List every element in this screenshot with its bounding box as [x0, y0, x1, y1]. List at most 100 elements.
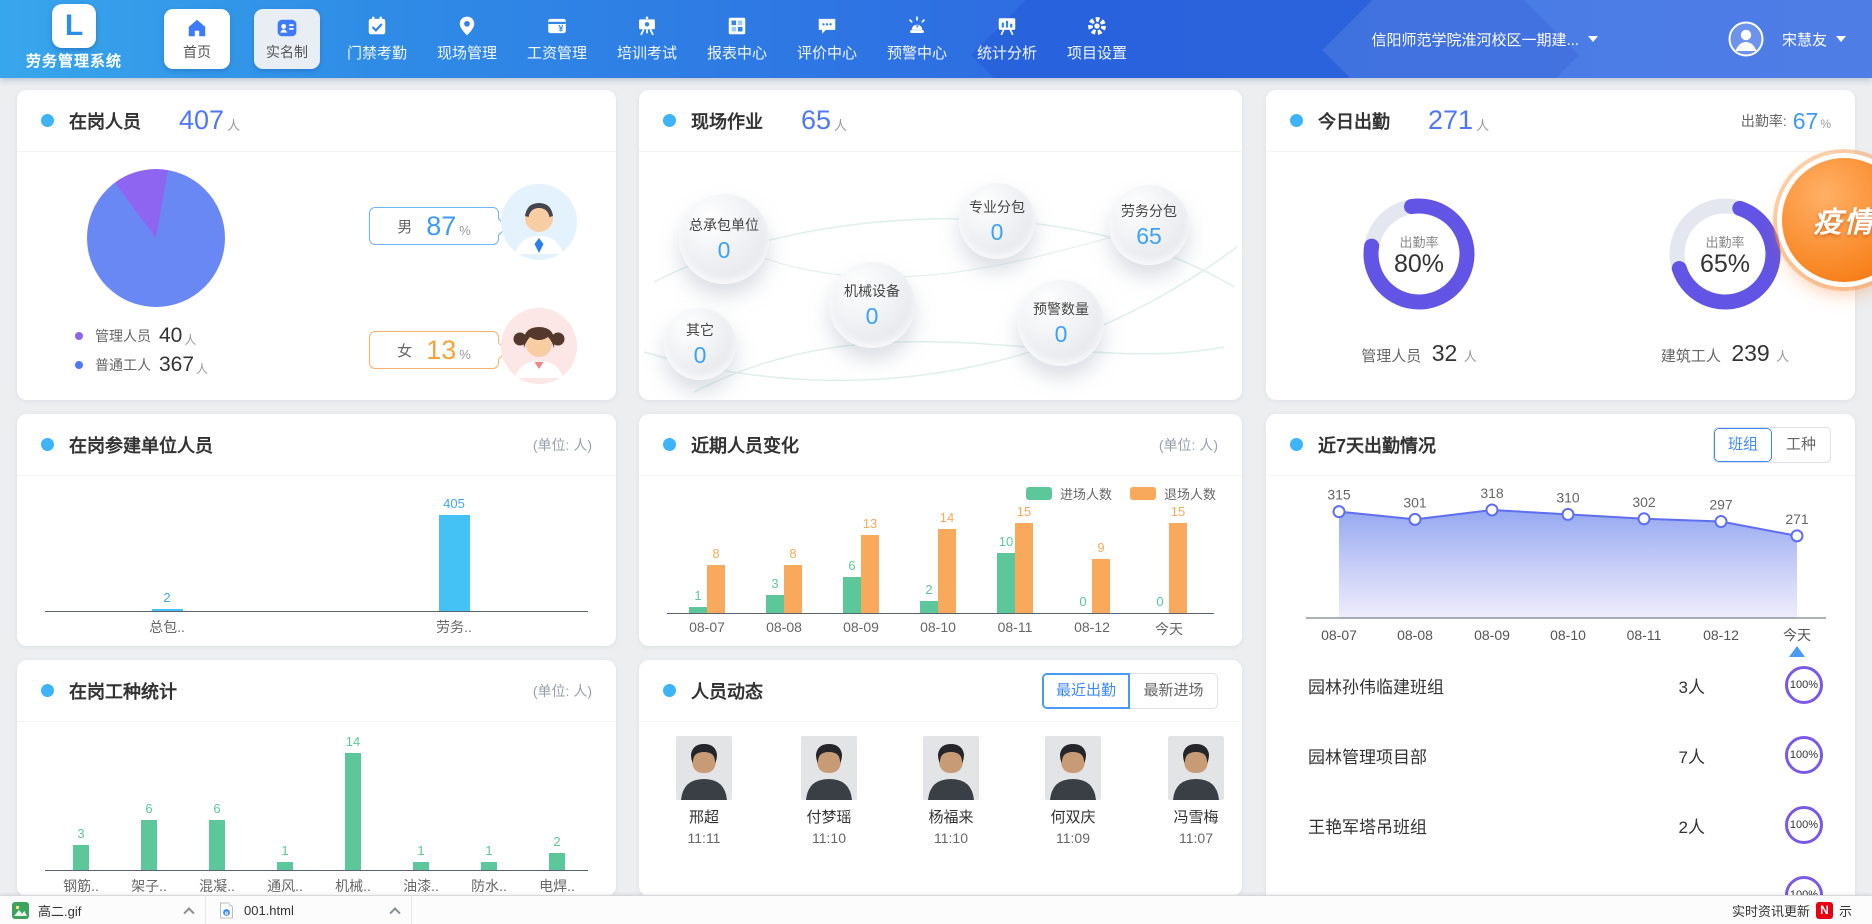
bubble-machinery[interactable]: 机械设备 0: [829, 262, 915, 348]
bar-架子..: [141, 820, 157, 870]
stats-board-icon: [996, 15, 1018, 37]
nav-item-report-center[interactable]: 报表中心: [692, 15, 782, 63]
person-name: 冯雪梅: [1173, 809, 1219, 826]
bar-value: 9: [1097, 540, 1105, 555]
bar-value: 2: [553, 834, 561, 849]
project-selector[interactable]: 信阳师范学院淮河校区一期建...: [1371, 29, 1598, 50]
person-card[interactable]: 邢超 11:11: [649, 736, 759, 846]
user-avatar-icon[interactable]: [1728, 21, 1764, 57]
tab-team[interactable]: 班组: [1714, 428, 1772, 462]
bubble-labor-subcontract[interactable]: 劳务分包 65: [1109, 185, 1189, 265]
card-title: 在岗工种统计: [69, 681, 177, 702]
x-tick-label: 08-12: [1074, 619, 1110, 635]
legend-swatch-exit: [1129, 487, 1156, 500]
person-card[interactable]: 冯雪梅 11:07: [1141, 736, 1242, 846]
x-tick-label: 钢筋..: [63, 878, 99, 894]
header-dot-icon: [1290, 114, 1303, 127]
today-total: 271: [1428, 105, 1474, 135]
nav-item-training-exam[interactable]: 培训考试: [602, 15, 692, 63]
team-attendance-row[interactable]: 园林孙伟临建班组 3人 100%: [1266, 650, 1855, 720]
person-photo: [923, 736, 979, 800]
bubble-other[interactable]: 其它 0: [664, 308, 736, 380]
nav-item-statistics[interactable]: 统计分析: [962, 15, 1052, 63]
epidemic-float-button[interactable]: 疫情: [1782, 158, 1872, 282]
bar-value: 6: [145, 801, 153, 816]
person-name: 杨福来: [928, 809, 974, 826]
nav-item-payroll[interactable]: ¥ 工资管理: [512, 15, 602, 63]
legend-managers: 管理人员 40 人: [75, 324, 196, 348]
bubble-general-contractor[interactable]: 总承包单位 0: [679, 194, 769, 284]
bubble-warning-count[interactable]: 预警数量 0: [1018, 280, 1104, 366]
nav-item-site-management[interactable]: 现场管理: [422, 15, 512, 63]
nav-item-project-settings[interactable]: 项目设置: [1052, 15, 1142, 63]
person-photo: [1045, 736, 1101, 800]
bar-value: 1: [694, 588, 702, 603]
x-tick-label: 08-11: [997, 619, 1033, 635]
person-card[interactable]: 杨福来 11:10: [896, 736, 1006, 846]
svg-text:302: 302: [1632, 494, 1656, 510]
person-card[interactable]: 付梦瑶 11:10: [774, 736, 884, 846]
bar-value: 8: [712, 546, 720, 561]
donut-managers-rate: 出勤率 80%: [1349, 184, 1489, 324]
card-personnel-changes: 近期人员变化 (单位: 人) 进场人数 退场人数 08-07 1 8 08-08 3 8 0…: [639, 414, 1242, 646]
x-tick-label: 机械..: [335, 878, 371, 894]
chevron-up-icon[interactable]: [183, 907, 195, 919]
header-dot-icon: [663, 114, 676, 127]
card-today-attendance: 今日出勤 271 人 出勤率: 67 % 出勤率 80% 出勤率 65% 管理人…: [1266, 90, 1855, 400]
download-item-html[interactable]: e 001.html: [206, 896, 412, 924]
bar-总包..: [151, 609, 183, 611]
onduty-total: 407: [179, 105, 225, 135]
bar-进场人数: [766, 595, 784, 613]
x-tick-label: 混凝..: [199, 878, 235, 894]
x-tick-label: 电焊..: [539, 878, 575, 894]
card-header: 现场作业 65 人: [639, 90, 1242, 152]
person-time: 11:10: [812, 830, 846, 846]
bar-value: 3: [77, 826, 85, 841]
chevron-down-icon: [1587, 36, 1598, 42]
chart-axis: [45, 611, 588, 612]
card-header: 在岗工种统计 (单位: 人): [17, 660, 616, 722]
bar-value: 10: [998, 534, 1014, 549]
svg-text:310: 310: [1556, 489, 1580, 505]
tab-recent-attendance[interactable]: 最近出勤: [1042, 673, 1130, 709]
download-item-gif[interactable]: 高二.gif: [0, 896, 206, 924]
team-attendance-row[interactable]: 王艳军塔吊班组 2人 100%: [1266, 790, 1855, 860]
app-brand: L 劳务管理系统: [14, 4, 134, 71]
svg-text:08-09: 08-09: [1474, 627, 1510, 643]
female-avatar: [501, 308, 577, 384]
team-attendance-row[interactable]: 园林管理项目部 7人 100%: [1266, 720, 1855, 790]
donut-caption-workers: 建筑工人 239 人: [1660, 340, 1790, 366]
x-tick-label: 通风..: [267, 878, 303, 894]
header-dot-icon: [41, 438, 54, 451]
user-menu[interactable]: 宋慧友: [1782, 29, 1846, 50]
x-tick-label: 08-09: [843, 619, 879, 635]
image-file-icon: [12, 901, 29, 919]
nav-right: 信阳师范学院淮河校区一期建... 宋慧友: [1371, 0, 1872, 78]
tab-worktype[interactable]: 工种: [1785, 436, 1816, 453]
chevron-up-icon[interactable]: [389, 907, 401, 919]
nav-item-realname[interactable]: 实名制: [254, 9, 320, 69]
nav-item-home[interactable]: 首页: [164, 9, 230, 69]
svg-text:08-08: 08-08: [1397, 627, 1433, 643]
svg-text:315: 315: [1327, 488, 1351, 503]
site-work-total: 65: [801, 105, 832, 135]
card-title: 在岗参建单位人员: [69, 435, 213, 456]
chat-bubble-icon: [816, 15, 838, 37]
x-tick-label: 防水..: [471, 878, 507, 894]
legend-dot-icon: [75, 361, 83, 369]
legend-workers: 普通工人 367 人: [75, 353, 208, 377]
wallet-yuan-icon: ¥: [546, 15, 568, 37]
card-week-attendance: 近7天出勤情况 班组 工种 315 08-07 301 08-08 318 08-09 31…: [1266, 414, 1855, 924]
nav-item-warning-center[interactable]: 预警中心: [872, 15, 962, 63]
tab-newest-entry[interactable]: 最新进场: [1130, 673, 1218, 709]
person-card[interactable]: 何双庆 11:09: [1018, 736, 1128, 846]
bar-退场人数: [784, 565, 802, 613]
svg-text:e: e: [225, 910, 229, 917]
bar-通风..: [277, 862, 293, 870]
card-header: 人员动态 最近出勤 最新进场: [639, 660, 1242, 722]
card-onduty-personnel: 在岗人员 407 人 管理人员 40 人 普通工人 367 人 男 87 %: [17, 90, 616, 400]
nav-item-access-attendance[interactable]: 门禁考勤: [332, 15, 422, 63]
nav-item-evaluation-center[interactable]: 评价中心: [782, 15, 872, 63]
bubble-professional-subcontract[interactable]: 专业分包 0: [959, 183, 1035, 259]
news-ticker[interactable]: 实时资讯更新 N 示: [1731, 901, 1852, 919]
